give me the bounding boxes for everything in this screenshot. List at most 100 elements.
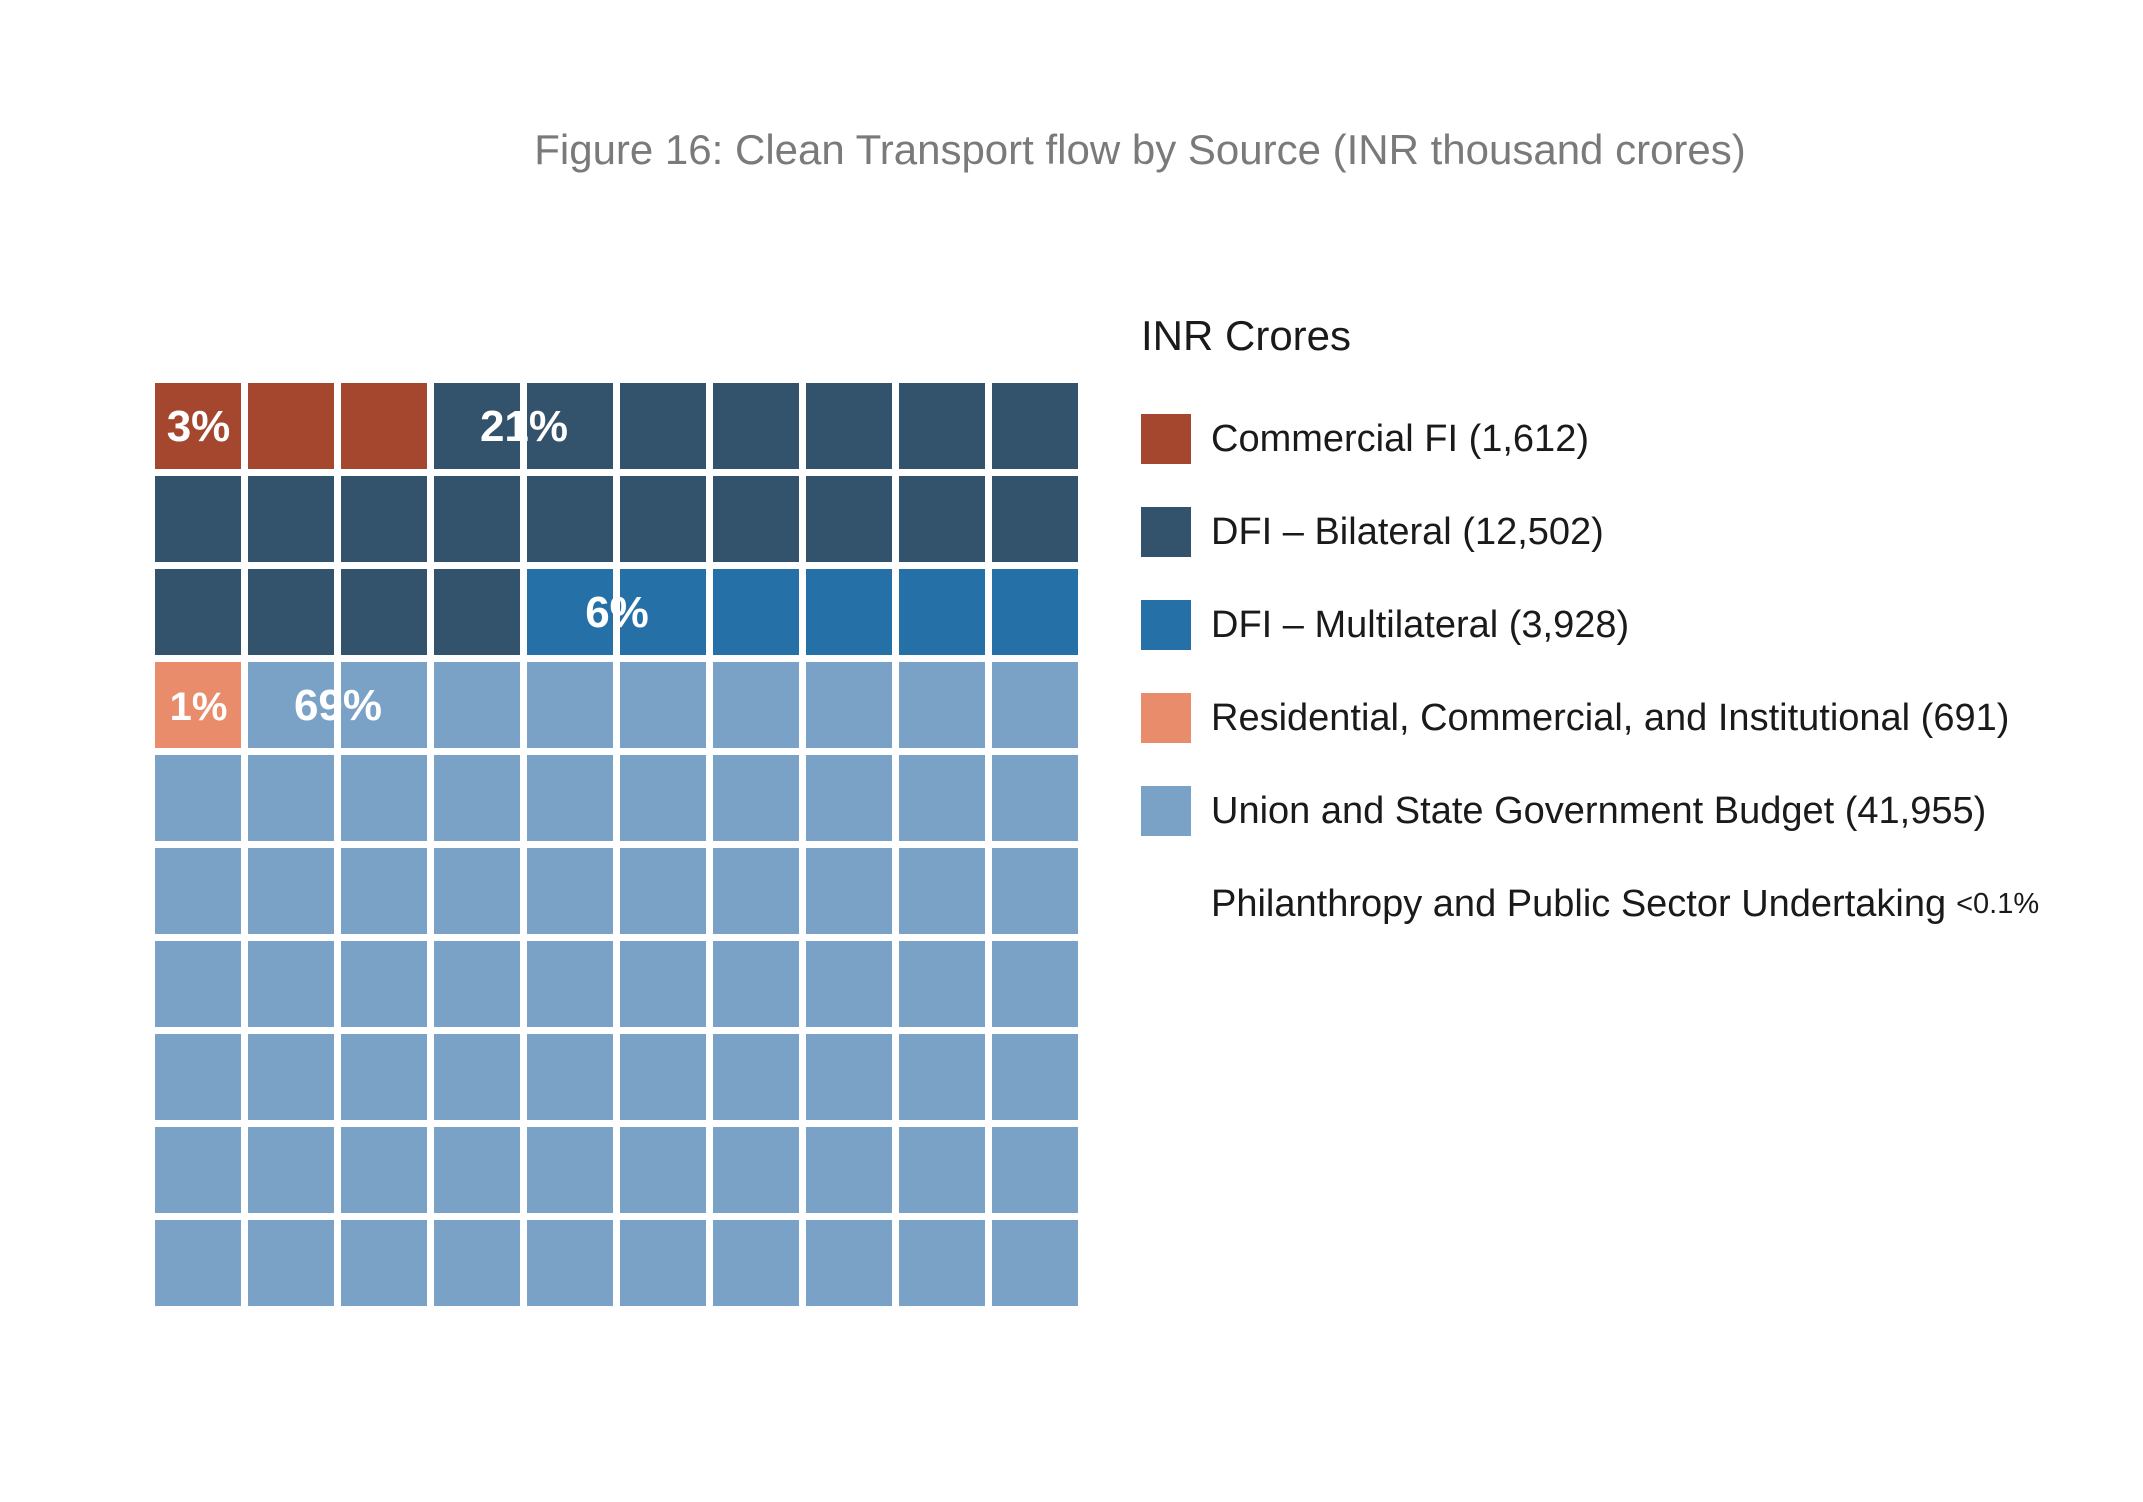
waffle-cell — [899, 755, 985, 841]
legend-item-philanthropy-psu: Philanthropy and Public Sector Undertaki… — [1141, 879, 2039, 929]
legend-item-commercial-fi: Commercial FI (1,612) — [1141, 414, 1589, 464]
legend-swatch — [1141, 600, 1191, 650]
waffle-cell — [713, 1127, 799, 1213]
legend-swatch — [1141, 507, 1191, 557]
waffle-cell — [248, 848, 334, 934]
waffle-cell — [806, 476, 892, 562]
legend-label: Residential, Commercial, and Institution… — [1211, 696, 2010, 739]
waffle-cell — [620, 941, 706, 1027]
waffle-cell — [341, 383, 427, 469]
waffle-cell — [713, 476, 799, 562]
waffle-cell — [620, 848, 706, 934]
legend-item-residential-commercial-institutional: Residential, Commercial, and Institution… — [1141, 693, 2009, 743]
waffle-cell — [806, 1034, 892, 1120]
waffle-cell — [248, 1220, 334, 1306]
waffle-cell — [434, 569, 520, 655]
waffle-cell — [155, 569, 241, 655]
waffle-cell — [992, 1127, 1078, 1213]
waffle-cell — [899, 1127, 985, 1213]
legend-label: Commercial FI (1,612) — [1211, 417, 1589, 460]
waffle-cell — [992, 662, 1078, 748]
waffle-cell — [155, 662, 241, 748]
waffle-cell — [248, 476, 334, 562]
waffle-cell — [992, 569, 1078, 655]
waffle-cell — [341, 1220, 427, 1306]
waffle-cell — [806, 1220, 892, 1306]
legend-label: Philanthropy and Public Sector Undertaki… — [1211, 882, 1947, 925]
legend-item-union-state-budget: Union and State Government Budget (41,95… — [1141, 786, 1986, 836]
waffle-cell — [992, 848, 1078, 934]
waffle-cell — [806, 383, 892, 469]
waffle-cell — [992, 1034, 1078, 1120]
waffle-cell — [248, 1127, 334, 1213]
waffle-cell — [341, 848, 427, 934]
waffle-cell — [341, 662, 427, 748]
waffle-cell — [434, 848, 520, 934]
waffle-cell — [248, 383, 334, 469]
percent-label: 21% — [480, 402, 568, 451]
waffle-cell — [341, 476, 427, 562]
waffle-cell — [899, 569, 985, 655]
legend-title: INR Crores — [1141, 312, 1352, 359]
waffle-cell — [527, 1127, 613, 1213]
legend-label: DFI – Bilateral (12,502) — [1211, 510, 1604, 553]
legend-note: <0.1% — [1956, 887, 2040, 920]
waffle-cell — [992, 941, 1078, 1027]
waffle-cell — [155, 941, 241, 1027]
waffle-cell — [620, 1034, 706, 1120]
waffle-cell — [527, 569, 613, 655]
chart-title: Figure 16: Clean Transport flow by Sourc… — [534, 126, 1746, 173]
legend-label: Union and State Government Budget (41,95… — [1211, 789, 1987, 832]
waffle-cell — [713, 1220, 799, 1306]
waffle-cell — [899, 848, 985, 934]
waffle-cell — [992, 383, 1078, 469]
waffle-cell — [248, 755, 334, 841]
percent-label: 6% — [585, 588, 649, 637]
waffle-cell — [341, 1034, 427, 1120]
waffle-cell — [992, 476, 1078, 562]
waffle-cell — [806, 1127, 892, 1213]
waffle-cell — [899, 383, 985, 469]
legend-swatch — [1141, 693, 1191, 743]
waffle-cell — [155, 476, 241, 562]
waffle-cell — [527, 662, 613, 748]
percent-label: 69% — [294, 681, 382, 730]
waffle-cell — [527, 941, 613, 1027]
waffle-chart: 3% 21% 6% 1% 69% — [155, 383, 1078, 1306]
waffle-cell — [527, 755, 613, 841]
waffle-cell — [806, 755, 892, 841]
waffle-cell — [155, 755, 241, 841]
waffle-cell — [434, 1220, 520, 1306]
waffle-cell — [341, 941, 427, 1027]
waffle-cell — [434, 383, 520, 469]
waffle-cell — [248, 941, 334, 1027]
waffle-cell — [620, 662, 706, 748]
waffle-cell — [620, 1220, 706, 1306]
waffle-cell — [155, 1220, 241, 1306]
waffle-cell — [713, 662, 799, 748]
waffle-cell — [341, 755, 427, 841]
waffle-cell — [899, 662, 985, 748]
legend-label: DFI – Multilateral (3,928) — [1211, 603, 1630, 646]
waffle-cell — [620, 383, 706, 469]
waffle-cell — [527, 383, 613, 469]
waffle-cell — [899, 941, 985, 1027]
legend-swatch-empty — [1141, 879, 1191, 929]
waffle-cell — [713, 941, 799, 1027]
waffle-cell — [155, 383, 241, 469]
waffle-cell — [620, 755, 706, 841]
waffle-cell — [899, 1220, 985, 1306]
waffle-cell — [248, 569, 334, 655]
waffle-cell — [992, 1220, 1078, 1306]
legend-item-dfi-bilateral: DFI – Bilateral (12,502) — [1141, 507, 1604, 557]
waffle-cell — [713, 848, 799, 934]
waffle-cell — [434, 1034, 520, 1120]
waffle-cell — [527, 476, 613, 562]
waffle-cell — [155, 848, 241, 934]
waffle-cell — [620, 476, 706, 562]
waffle-cell — [155, 1034, 241, 1120]
legend-swatch — [1141, 786, 1191, 836]
waffle-cell — [434, 941, 520, 1027]
waffle-cell — [713, 755, 799, 841]
waffle-cell — [806, 662, 892, 748]
